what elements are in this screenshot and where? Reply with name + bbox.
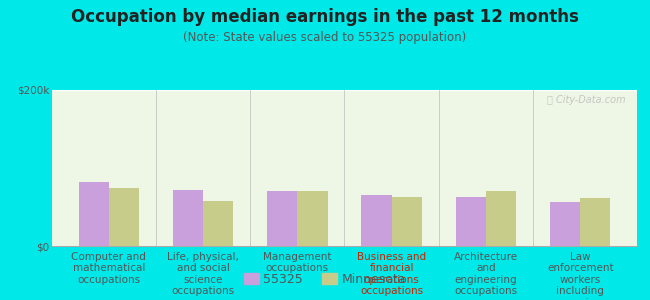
Bar	[486, 191, 516, 246]
Bar	[173, 190, 203, 246]
Text: Ⓡ City-Data.com: Ⓡ City-Data.com	[547, 95, 625, 105]
Bar	[361, 195, 392, 246]
Bar	[79, 182, 109, 246]
Bar	[456, 197, 486, 246]
Bar	[297, 191, 328, 246]
Text: Occupation by median earnings in the past 12 months: Occupation by median earnings in the pas…	[71, 8, 579, 26]
Bar	[392, 197, 422, 246]
Bar	[203, 201, 233, 246]
Bar	[580, 198, 610, 246]
Bar	[109, 188, 139, 246]
Bar	[550, 202, 580, 246]
Legend: 55325, Minnesota: 55325, Minnesota	[239, 268, 411, 291]
Bar	[267, 191, 297, 246]
Text: (Note: State values scaled to 55325 population): (Note: State values scaled to 55325 popu…	[183, 32, 467, 44]
